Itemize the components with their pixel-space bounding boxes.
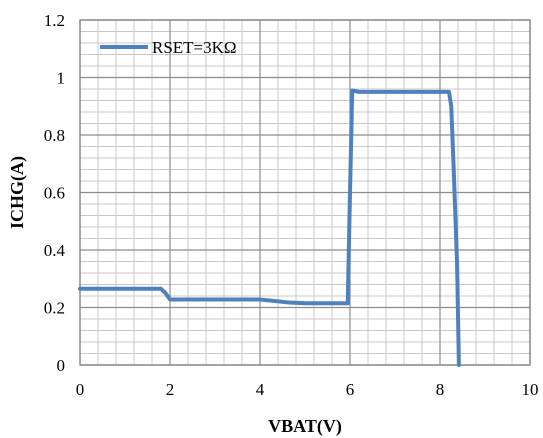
y-tick-labels: 0 0.2 0.4 0.6 0.8 1 1.2 (44, 11, 66, 375)
x-tick-label: 8 (436, 380, 445, 399)
y-tick-label: 0.4 (44, 241, 66, 260)
major-grid (79, 19, 531, 366)
y-tick-label: 0 (57, 356, 66, 375)
y-tick-label: 1 (57, 69, 66, 88)
x-tick-label: 10 (522, 380, 539, 399)
x-axis-title: VBAT(V) (268, 416, 342, 437)
x-tick-labels: 0 2 4 6 8 10 (76, 380, 539, 399)
x-tick-label: 2 (166, 380, 175, 399)
legend-label: RSET=3KΩ (152, 38, 237, 57)
plot-border (79, 19, 531, 366)
y-tick-label: 0.2 (44, 299, 65, 318)
series-line-0 (78, 88, 461, 367)
series-layer (78, 88, 461, 367)
x-tick-label: 6 (346, 380, 355, 399)
legend: RSET=3KΩ (100, 38, 237, 57)
x-tick-label: 0 (76, 380, 85, 399)
y-tick-label: 1.2 (44, 11, 65, 30)
y-tick-label: 0.6 (44, 184, 65, 203)
y-tick-label: 0.8 (44, 126, 65, 145)
y-axis-title: ICHG(A) (7, 156, 28, 229)
x-tick-label: 4 (256, 380, 265, 399)
